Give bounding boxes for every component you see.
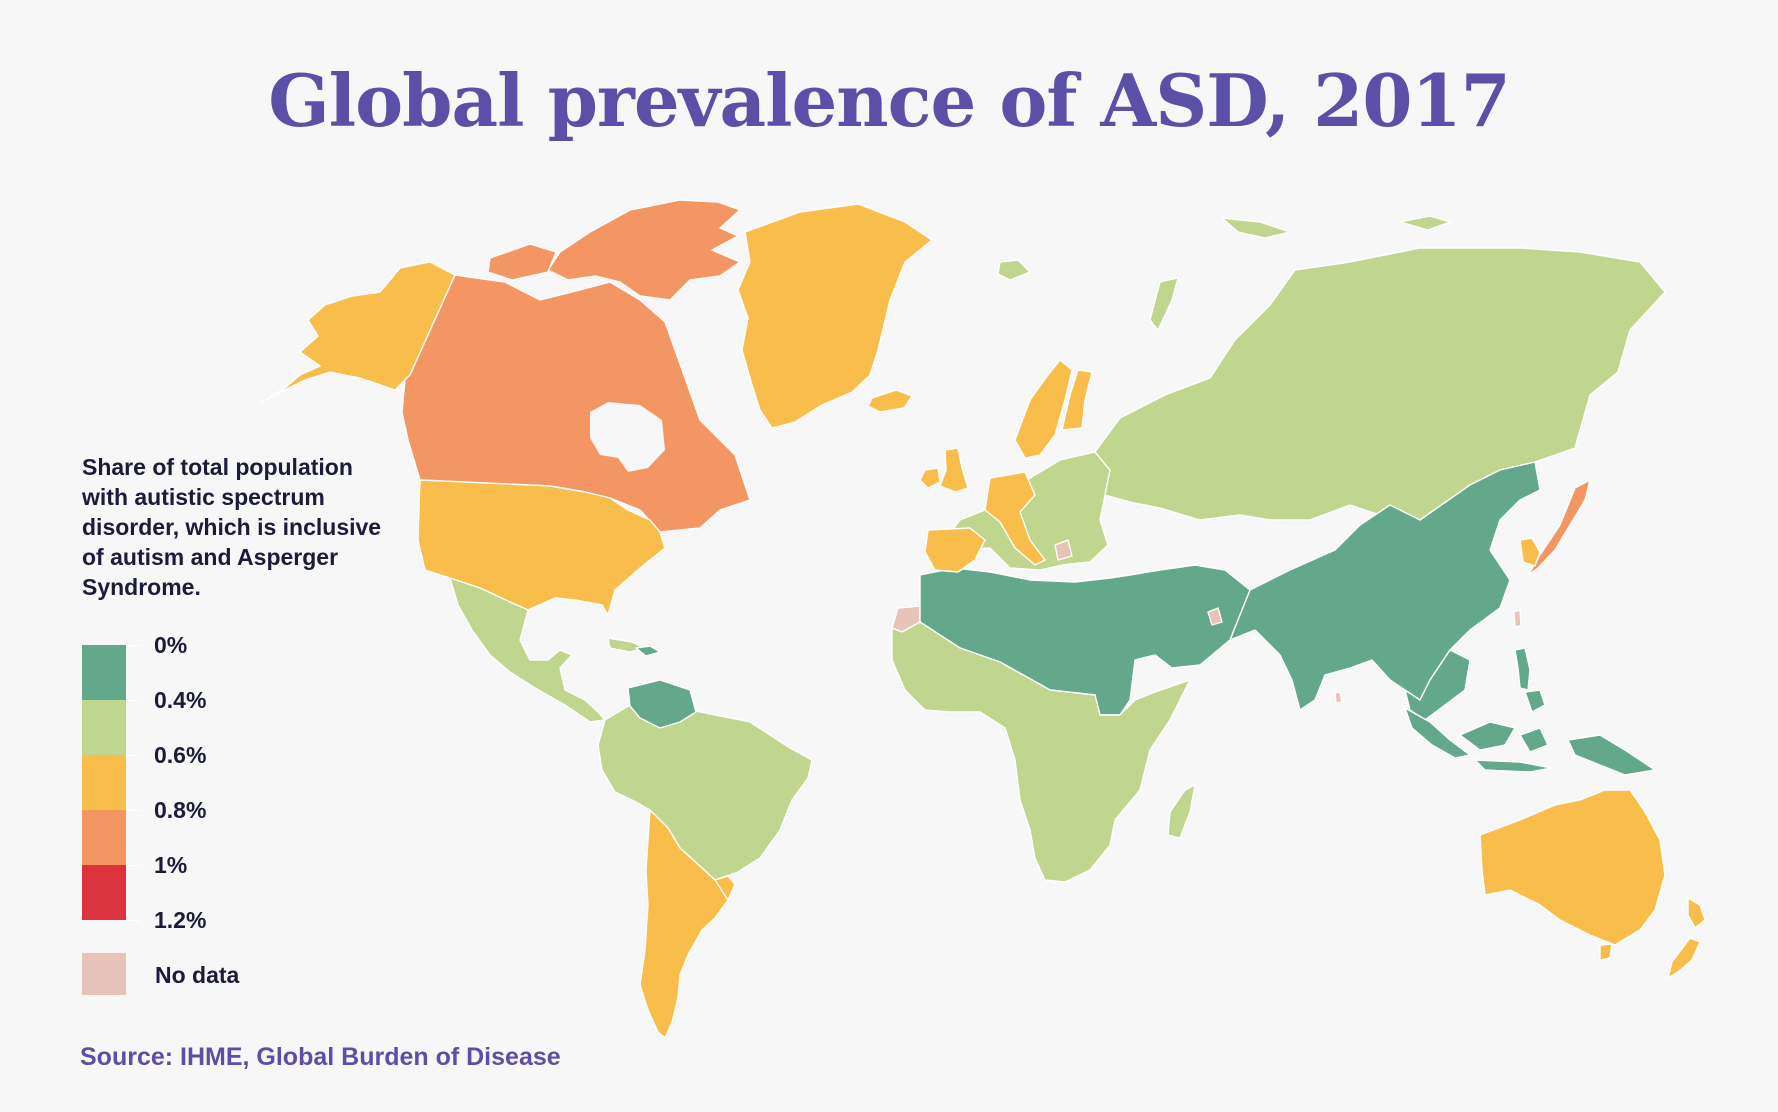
region-canadian-arctic-islands (487, 243, 557, 281)
region-indonesia (1519, 727, 1549, 753)
legend-no-data-swatch (82, 953, 126, 995)
region-philippines (1524, 689, 1546, 713)
legend-description: Share of total population with autistic … (82, 454, 382, 600)
region-russia-central-asia (1094, 247, 1666, 521)
legend-tick-label: 1% (154, 852, 188, 878)
region-indonesia (1404, 707, 1471, 759)
legend-tick-label: 0% (154, 632, 188, 658)
region-new-zealand (1687, 897, 1706, 929)
legend-swatch (82, 865, 126, 920)
page-title: Global prevalence of ASD, 2017 (268, 58, 1510, 143)
region-russia-central-asia (1149, 277, 1179, 331)
region-mexico-central-america (449, 577, 606, 723)
region-greenland (737, 203, 933, 429)
legend-tick-label: 0.6% (154, 742, 207, 768)
region-new-zealand (1667, 937, 1701, 979)
region-uk-ireland (939, 447, 969, 493)
legend-tick (126, 865, 140, 866)
region-russia-central-asia (1399, 215, 1451, 231)
legend-tick-label: 1.2% (154, 907, 207, 933)
region-venezuela (627, 679, 697, 729)
legend-tick-label: 0.4% (154, 687, 207, 713)
region-philippines (1514, 647, 1531, 691)
region-sub-saharan-africa (891, 621, 1191, 883)
region-no-data (1054, 539, 1073, 561)
region-japan (1527, 479, 1591, 576)
region-no-data (1513, 609, 1522, 628)
region-canada (401, 274, 751, 533)
legend-swatch (82, 755, 126, 810)
legend-swatch (82, 645, 126, 700)
region-argentina-chile (714, 875, 736, 901)
legend-swatch (82, 700, 126, 755)
region-china-south-asia (1229, 461, 1541, 711)
region-indonesia (1567, 734, 1656, 776)
legend-tick (126, 810, 140, 811)
region-south-america-north (597, 699, 813, 881)
region-indonesia (1459, 721, 1516, 751)
legend-tick (126, 700, 140, 701)
region-sweden-finland (1014, 359, 1073, 459)
legend-tick-label: 0.8% (154, 797, 207, 823)
region-svalbard (997, 259, 1031, 281)
legend-no-data-label: No data (155, 962, 240, 988)
legend-tick (126, 755, 140, 756)
legend-tick (126, 920, 140, 921)
region-russia-central-asia (1221, 217, 1291, 239)
region-iceland (867, 389, 913, 413)
region-uk-ireland (919, 467, 941, 489)
region-sweden-finland (1061, 369, 1093, 431)
region-korea (1519, 537, 1541, 567)
region-madagascar (1167, 784, 1196, 839)
region-canadian-arctic-islands (547, 199, 741, 301)
region-iberia (924, 527, 986, 573)
region-australia (1479, 789, 1666, 946)
legend-swatch (82, 810, 126, 865)
region-australia (1599, 943, 1613, 961)
source-note: Source: IHME, Global Burden of Disease (80, 1043, 561, 1071)
region-no-data (1207, 607, 1223, 626)
region-no-data (1334, 691, 1343, 704)
region-caribbean (635, 645, 661, 657)
region-argentina-chile (639, 809, 731, 1039)
hudson-bay (590, 402, 665, 472)
region-central-europe-italy (984, 471, 1046, 566)
legend-tick (126, 645, 140, 646)
region-indonesia (1474, 759, 1553, 773)
